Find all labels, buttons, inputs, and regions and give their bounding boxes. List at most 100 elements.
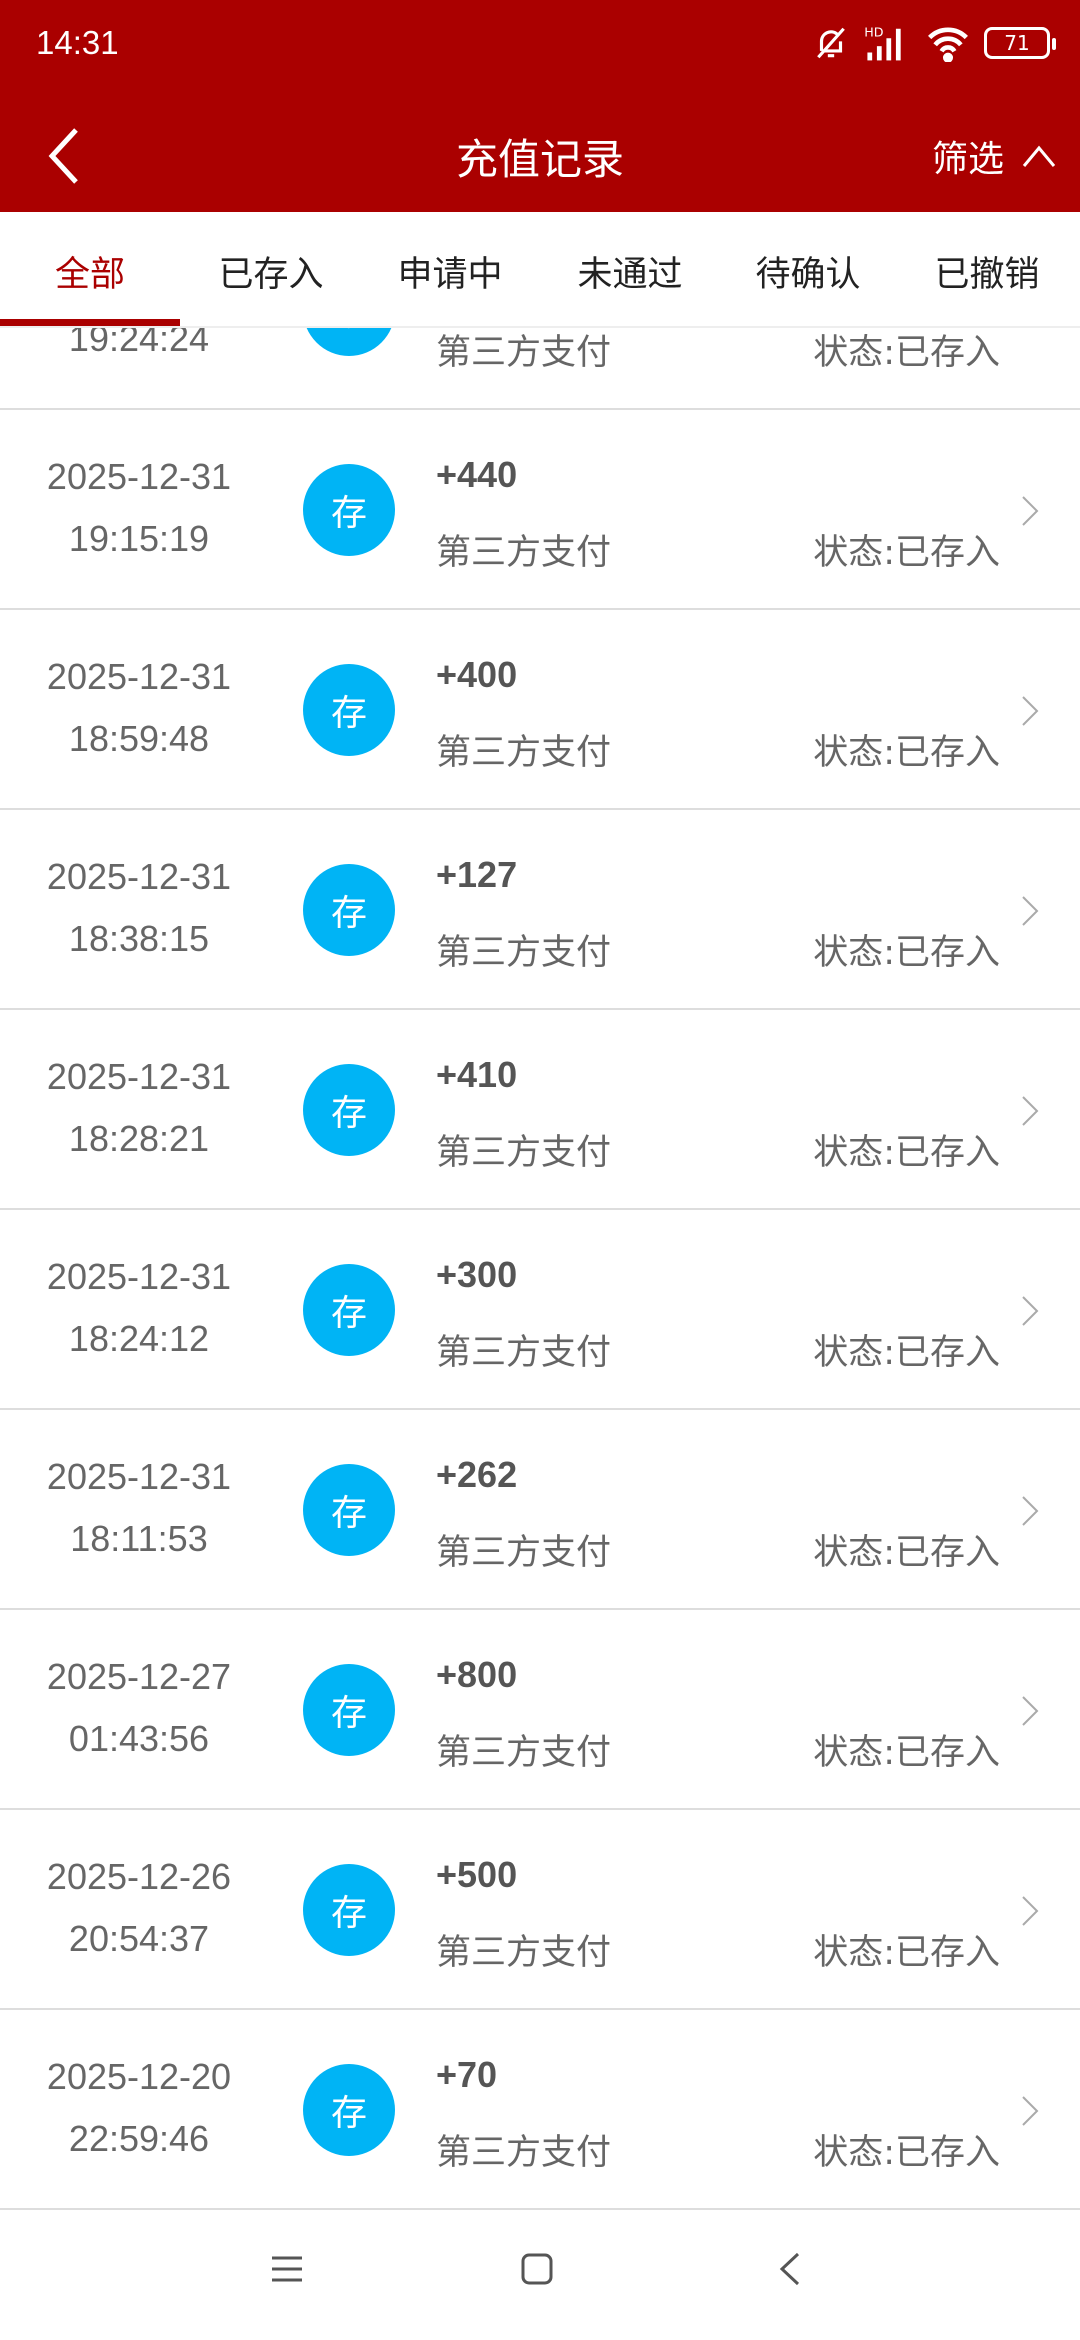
deposit-badge: 存 [303,1864,395,1956]
record-time: 18:28:21 [68,1118,210,1159]
deposit-badge: 存 [303,864,395,956]
wifi-icon [928,27,968,62]
tab-deposited[interactable]: 已存入 [218,255,324,295]
record-amount: +70 [436,2054,498,2095]
record-time: 20:54:37 [68,1918,210,1959]
record-status: 状态:已存入 [813,1533,1000,1573]
record-amount: +400 [436,654,518,695]
chevron-right-icon [1022,1496,1039,1526]
page-title: 充值记录 [455,135,624,184]
tab-all[interactable]: 全部 [54,255,126,295]
record-status: 状态:已存入 [813,733,1000,773]
deposit-badge: 存 [303,1664,395,1756]
record-method: 第三方支付 [436,933,612,973]
record-time: 18:24:12 [68,1318,210,1359]
battery-icon: 71 [984,27,1056,59]
record-row[interactable]: 2025-12-31 18:24:12 存 +300 第三方支付 状态:已存入 [0,1210,1080,1410]
filter-button[interactable]: 筛选 [932,130,1056,182]
deposit-badge: 存 [303,464,395,556]
record-row[interactable]: 2025-12-31 18:11:53 存 +262 第三方支付 状态:已存入 [0,1410,1080,1610]
chevron-right-icon [1022,1696,1039,1726]
active-tab-indicator [0,319,180,326]
svg-text:HD: HD [864,25,883,40]
record-amount: +440 [436,454,518,495]
chevron-right-icon [1022,696,1039,726]
record-row[interactable]: 2025-12-31 19:15:19 存 +440 第三方支付 状态:已存入 [0,410,1080,610]
chevron-right-icon [1022,896,1039,926]
record-status: 状态:已存入 [813,533,1000,573]
bell-off-icon [817,27,845,59]
record-date: 2025-12-31 [46,1256,232,1297]
record-amount: +262 [436,1454,518,1495]
record-time: 19:15:19 [68,518,210,559]
record-amount: +300 [436,1254,518,1295]
record-date: 2025-12-31 [46,856,232,897]
tab-applying[interactable]: 申请中 [397,255,503,295]
status-time: 14:31 [36,24,119,61]
record-time: 01:43:56 [68,1718,210,1759]
chevron-up-icon [1022,145,1056,167]
tab-rejected[interactable]: 未通过 [577,255,683,295]
chevron-right-icon [1022,2096,1039,2126]
record-date: 2025-12-31 [46,1056,232,1097]
record-method: 第三方支付 [436,2133,612,2173]
home-icon[interactable] [520,2252,554,2290]
record-status: 状态:已存入 [813,933,1000,973]
deposit-badge: 存 [303,1064,395,1156]
record-time: 18:59:48 [68,718,210,759]
record-amount: +127 [436,854,518,895]
record-time: 22:59:46 [68,2118,210,2159]
record-list[interactable]: 2025-12-31 19:24:24 存 第三方支付 状态:已存入 2025-… [0,328,1080,2218]
menu-icon[interactable] [270,2252,304,2290]
status-icons: HD 71 [812,24,1056,62]
record-time: 18:11:53 [70,1518,208,1559]
record-method: 第三方支付 [436,333,612,373]
tab-cancelled[interactable]: 已撤销 [934,255,1040,295]
record-row[interactable]: 2025-12-26 20:54:37 存 +500 第三方支付 状态:已存入 [0,1810,1080,2010]
deposit-badge: 存 [303,664,395,756]
record-status: 状态:已存入 [813,1733,1000,1773]
chevron-right-icon [1022,496,1039,526]
record-method: 第三方支付 [436,1933,612,1973]
record-method: 第三方支付 [436,1333,612,1373]
deposit-badge: 存 [303,2064,395,2156]
record-status: 状态:已存入 [813,1133,1000,1173]
record-row[interactable]: 2025-12-31 18:28:21 存 +410 第三方支付 状态:已存入 [0,1010,1080,1210]
record-method: 第三方支付 [436,533,612,573]
record-method: 第三方支付 [436,733,612,773]
tab-bar: 全部 已存入 申请中 未通过 待确认 已撤销 [0,212,1080,328]
chevron-right-icon [1022,1896,1039,1926]
record-row[interactable]: 2025-12-31 19:24:24 存 第三方支付 状态:已存入 [0,328,1080,410]
record-status: 状态:已存入 [813,333,1000,373]
filter-label: 筛选 [931,139,1004,180]
record-date: 2025-12-27 [46,1656,232,1697]
record-method: 第三方支付 [436,1533,612,1573]
record-status: 状态:已存入 [813,2133,1000,2173]
back-nav-icon[interactable] [778,2252,802,2290]
system-nav-bar [0,2218,1080,2340]
tab-pending[interactable]: 待确认 [755,255,861,295]
record-amount: +500 [436,1854,518,1895]
record-status: 状态:已存入 [813,1333,1000,1373]
record-date: 2025-12-20 [46,2056,232,2097]
record-row[interactable]: 2025-12-31 18:38:15 存 +127 第三方支付 状态:已存入 [0,810,1080,1010]
deposit-badge: 存 [303,1264,395,1356]
deposit-badge: 存 [303,328,395,356]
record-row[interactable]: 2025-12-20 22:59:46 存 +70 第三方支付 状态:已存入 [0,2010,1080,2210]
app-header: 14:31 HD 71 充值记录 筛选 [0,0,1080,212]
record-date: 2025-12-26 [46,1856,232,1897]
hd-signal-icon: HD [864,25,901,61]
record-row[interactable]: 2025-12-31 18:59:48 存 +400 第三方支付 状态:已存入 [0,610,1080,810]
record-method: 第三方支付 [436,1733,612,1773]
record-date: 2025-12-31 [46,456,232,497]
record-row[interactable]: 2025-12-27 01:43:56 存 +800 第三方支付 状态:已存入 [0,1610,1080,1810]
chevron-right-icon [1022,1096,1039,1126]
record-method: 第三方支付 [436,1133,612,1173]
chevron-right-icon [1022,1296,1039,1326]
back-button[interactable] [36,126,96,186]
record-time: 19:24:24 [68,328,210,359]
record-amount: +410 [436,1054,518,1095]
record-date: 2025-12-31 [46,1456,232,1497]
record-amount: +800 [436,1654,518,1695]
record-status: 状态:已存入 [813,1933,1000,1973]
